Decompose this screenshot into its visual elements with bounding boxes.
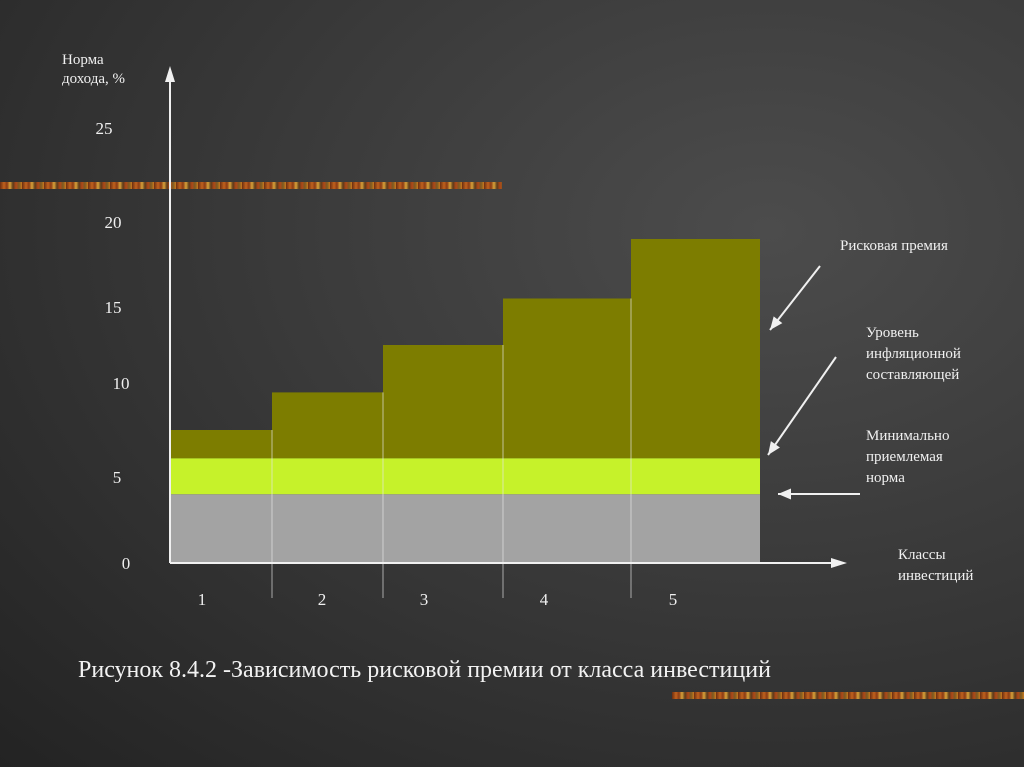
- x-tick-label-4: 4: [540, 590, 549, 609]
- bar-segment-class-2-series-2: [272, 458, 383, 495]
- bar-segment-class-5-series-3: [631, 239, 760, 459]
- arrow-risk-premium-icon: [770, 316, 783, 330]
- decorative-strip-top: [0, 182, 502, 189]
- bar-segment-class-5-series-1: [631, 494, 760, 563]
- annotation-risk-premium: Рисковая премия: [840, 238, 948, 254]
- bar-segment-class-4-series-1: [503, 494, 631, 563]
- x-axis-title-line-1: Классы: [898, 547, 946, 563]
- labels-layer: 0 5 10 15 20 25 Норма дохода, % 1 2 3 4 5 Классы инвес…: [62, 52, 973, 609]
- y-axis-title-line-1: Норма: [62, 52, 104, 68]
- bar-segment-class-2-series-3: [272, 392, 383, 459]
- bar-segment-class-1-series-2: [170, 458, 272, 495]
- x-tick-label-3: 3: [420, 590, 429, 609]
- bar-segment-class-1-series-3: [170, 430, 272, 459]
- y-tick-label-5: 5: [113, 468, 122, 487]
- axes-layer: [165, 66, 860, 598]
- x-tick-label-2: 2: [318, 590, 327, 609]
- bar-segment-class-1-series-1: [170, 494, 272, 563]
- x-axis-arrow-icon: [831, 558, 847, 568]
- arrow-risk-premium-line: [769, 265, 821, 331]
- y-tick-label-0: 0: [122, 554, 131, 573]
- bars-layer: [170, 239, 760, 563]
- annotation-min-rate-line-1: Минимально: [866, 428, 949, 444]
- x-tick-label-5: 5: [669, 590, 678, 609]
- y-tick-label-15: 15: [105, 298, 122, 317]
- y-axis-title-line-2: дохода, %: [62, 71, 125, 87]
- annotation-inflation-line-1: Уровень: [866, 325, 919, 341]
- y-tick-label-10: 10: [113, 374, 130, 393]
- bar-segment-class-4-series-2: [503, 458, 631, 495]
- x-axis-title-line-2: инвестиций: [898, 568, 973, 584]
- y-tick-label-20: 20: [105, 213, 122, 232]
- bar-segment-class-2-series-1: [272, 494, 383, 563]
- annotation-inflation-line-2: инфляционной: [866, 346, 961, 362]
- bar-segment-class-4-series-3: [503, 298, 631, 459]
- bar-segment-class-3-series-2: [383, 458, 503, 495]
- decorative-strip-bottom: [672, 692, 1024, 699]
- annotation-inflation-line-3: составляющей: [866, 367, 959, 383]
- y-axis-arrow-icon: [165, 66, 175, 82]
- bar-segment-class-3-series-3: [383, 345, 503, 459]
- arrow-inflation-icon: [768, 441, 780, 455]
- annotation-min-rate-line-3: норма: [866, 470, 905, 486]
- figure-caption: Рисунок 8.4.2 -Зависимость рисковой прем…: [78, 657, 771, 683]
- x-tick-label-1: 1: [198, 590, 207, 609]
- bar-segment-class-3-series-1: [383, 494, 503, 563]
- annotation-min-rate-line-2: приемлемая: [866, 449, 943, 465]
- arrow-inflation-line: [767, 356, 837, 456]
- bar-segment-class-5-series-2: [631, 458, 760, 495]
- y-tick-label-25: 25: [96, 119, 113, 138]
- arrow-min-rate-icon: [778, 488, 791, 500]
